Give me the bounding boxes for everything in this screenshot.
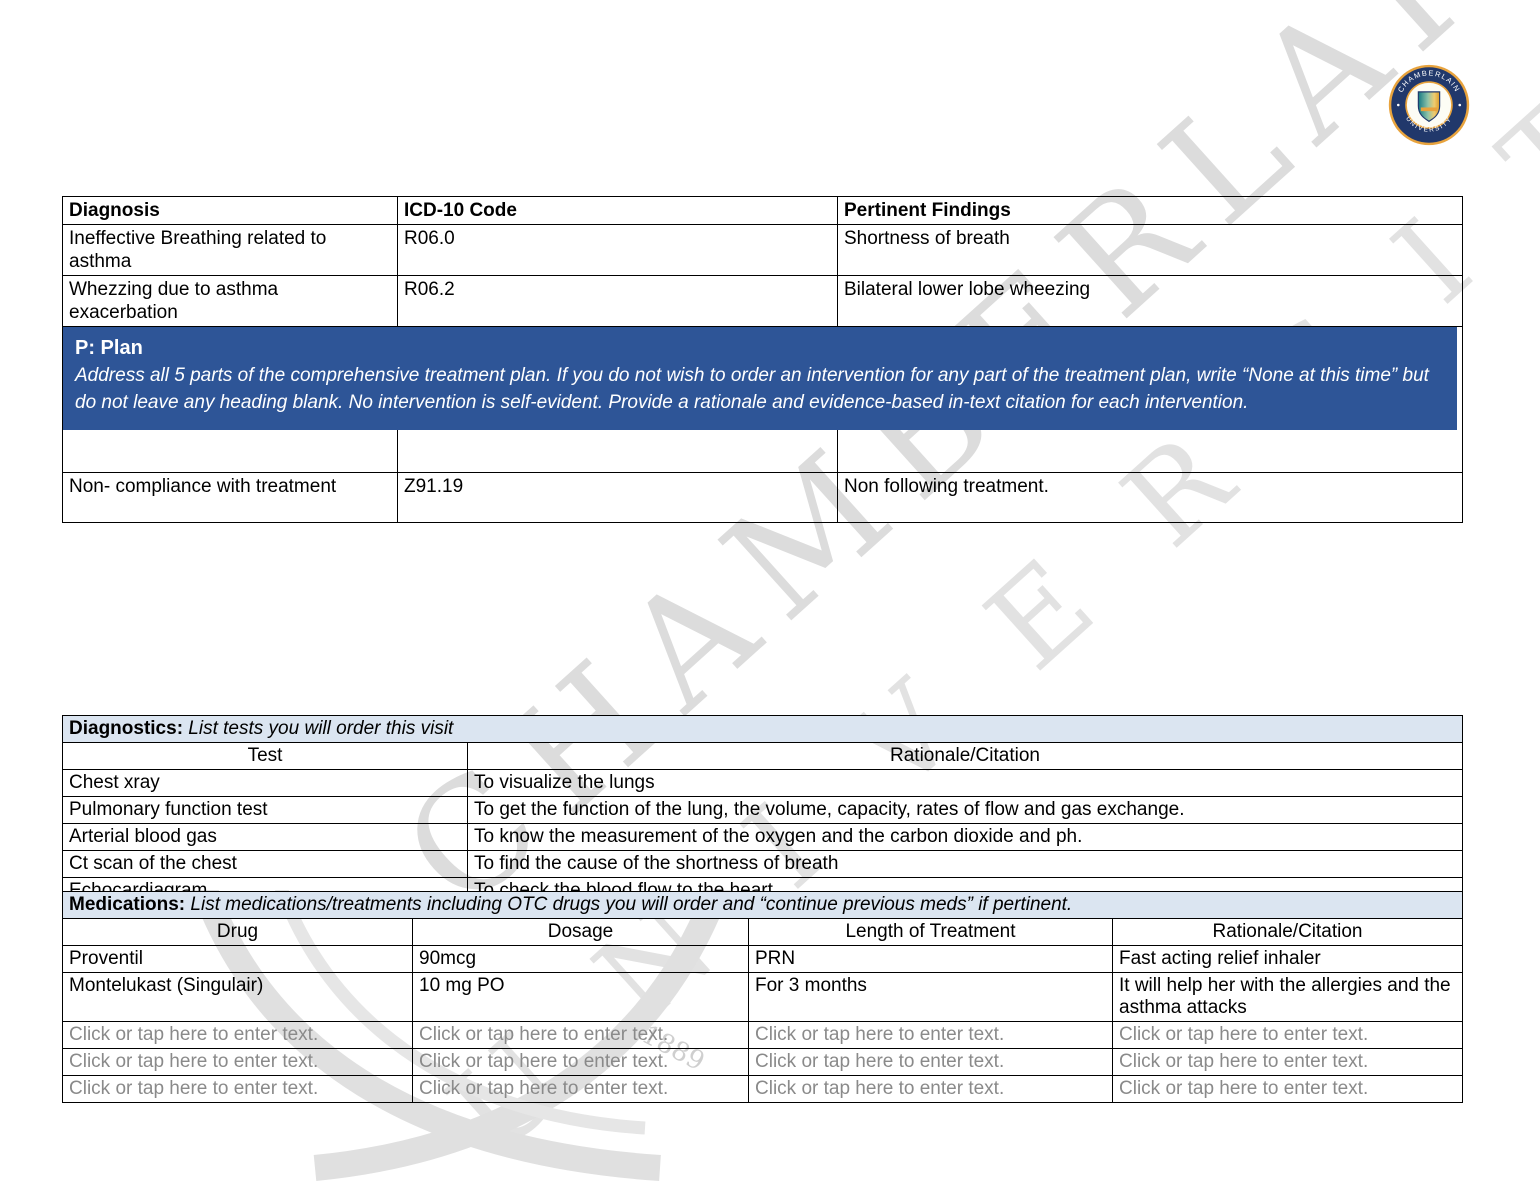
empty-text-field[interactable]: Click or tap here to enter text. bbox=[412, 1048, 749, 1076]
icd10-cell: Z91.19 bbox=[397, 472, 838, 523]
empty-text-field[interactable]: Click or tap here to enter text. bbox=[1111, 1048, 1464, 1076]
rationale-cell: Fast acting relief inhaler bbox=[1111, 945, 1464, 973]
medications-column-header-row: Drug Dosage Length of Treatment Rational… bbox=[62, 918, 1464, 946]
dosage-cell: 90mcg bbox=[412, 945, 749, 973]
empty-text-field[interactable]: Click or tap here to enter text. bbox=[62, 1075, 413, 1103]
table-row: Pulmonary function test To get the funct… bbox=[62, 796, 1463, 824]
empty-text-field[interactable]: Click or tap here to enter text. bbox=[1111, 1021, 1464, 1049]
table-row: Chest xray To visualize the lungs bbox=[62, 769, 1463, 797]
drug-cell: Montelukast (Singulair) bbox=[62, 972, 413, 1022]
diagnosis-cell: Non- compliance with treatment bbox=[62, 472, 398, 523]
icd10-column-header: ICD-10 Code bbox=[397, 196, 838, 225]
empty-text-field[interactable]: Click or tap here to enter text. bbox=[412, 1075, 749, 1103]
table-row: Montelukast (Singulair) 10 mg PO For 3 m… bbox=[62, 972, 1464, 1022]
table-row bbox=[62, 430, 1463, 473]
diagnostics-column-header-row: Test Rationale/Citation bbox=[62, 742, 1463, 770]
length-of-treatment-column-header: Length of Treatment bbox=[748, 918, 1113, 946]
empty-text-field[interactable]: Click or tap here to enter text. bbox=[412, 1021, 749, 1049]
test-cell: Ct scan of the chest bbox=[62, 850, 468, 878]
diagnosis-cell: Ineffective Breathing related to asthma bbox=[62, 224, 398, 276]
diagnosis-table-header-row: Diagnosis ICD-10 Code Pertinent Findings bbox=[62, 196, 1463, 225]
rationale-cell: To find the cause of the shortness of br… bbox=[467, 850, 1463, 878]
empty-text-field[interactable]: Click or tap here to enter text. bbox=[62, 1021, 413, 1049]
icd10-cell: R06.0 bbox=[397, 224, 838, 276]
empty-text-field[interactable]: Click or tap here to enter text. bbox=[748, 1048, 1113, 1076]
diagnostics-section-header: Diagnostics: List tests you will order t… bbox=[62, 715, 1463, 743]
university-seal-icon: CHAMBERLAIN UNIVERSITY bbox=[1388, 64, 1470, 146]
chamberlain-university-logo: CHAMBERLAIN UNIVERSITY bbox=[1388, 64, 1470, 151]
length-cell: For 3 months bbox=[748, 972, 1113, 1022]
test-cell: Chest xray bbox=[62, 769, 468, 797]
diagnostics-section-title: Diagnostics: bbox=[69, 718, 184, 739]
dosage-column-header: Dosage bbox=[412, 918, 749, 946]
drug-column-header: Drug bbox=[62, 918, 413, 946]
empty-input-cell[interactable] bbox=[837, 430, 1463, 473]
diagnostics-section-header-row: Diagnostics: List tests you will order t… bbox=[62, 715, 1463, 743]
test-cell: Pulmonary function test bbox=[62, 796, 468, 824]
diagnosis-column-header: Diagnosis bbox=[62, 196, 398, 225]
table-row: Click or tap here to enter text. Click o… bbox=[62, 1048, 1464, 1076]
rationale-cell: To know the measurement of the oxygen an… bbox=[467, 823, 1463, 851]
findings-cell: Shortness of breath bbox=[837, 224, 1463, 276]
empty-input-cell[interactable] bbox=[397, 430, 838, 473]
table-row: Click or tap here to enter text. Click o… bbox=[62, 1021, 1464, 1049]
table-row: Proventil 90mcg PRN Fast acting relief i… bbox=[62, 945, 1464, 973]
test-column-header: Test bbox=[62, 742, 468, 770]
diagnostics-section-subtitle: List tests you will order this visit bbox=[183, 718, 454, 739]
diagnosis-cell: Whezzing due to asthma exacerbation bbox=[62, 275, 398, 327]
rationale-column-header: Rationale/Citation bbox=[467, 742, 1463, 770]
table-row: Click or tap here to enter text. Click o… bbox=[62, 1075, 1464, 1103]
pertinent-findings-column-header: Pertinent Findings bbox=[837, 196, 1463, 225]
test-cell: Arterial blood gas bbox=[62, 823, 468, 851]
empty-text-field[interactable]: Click or tap here to enter text. bbox=[62, 1048, 413, 1076]
medications-table: Medications: List medications/treatments… bbox=[61, 891, 1464, 1103]
empty-text-field[interactable]: Click or tap here to enter text. bbox=[748, 1021, 1113, 1049]
rationale-cell: To get the function of the lung, the vol… bbox=[467, 796, 1463, 824]
plan-title: P: Plan bbox=[75, 337, 143, 359]
table-row: Ineffective Breathing related to asthma … bbox=[62, 224, 1463, 276]
diagnostics-table: Diagnostics: List tests you will order t… bbox=[62, 715, 1463, 905]
medications-section-title: Medications: bbox=[69, 894, 186, 915]
dosage-cell: 10 mg PO bbox=[412, 972, 749, 1022]
icd10-cell: R06.2 bbox=[397, 275, 838, 327]
table-row: Arterial blood gas To know the measureme… bbox=[62, 823, 1463, 851]
medications-section-subtitle: List medications/treatments including OT… bbox=[185, 894, 1073, 915]
plan-description: Address all 5 parts of the comprehensive… bbox=[75, 365, 1429, 413]
findings-cell: Bilateral lower lobe wheezing bbox=[837, 275, 1463, 327]
table-row: Ct scan of the chest To find the cause o… bbox=[62, 850, 1463, 878]
rationale-cell: It will help her with the allergies and … bbox=[1111, 972, 1464, 1022]
rationale-column-header: Rationale/Citation bbox=[1111, 918, 1464, 946]
length-cell: PRN bbox=[748, 945, 1113, 973]
table-row: Whezzing due to asthma exacerbation R06.… bbox=[62, 275, 1463, 327]
drug-cell: Proventil bbox=[62, 945, 413, 973]
rationale-cell: To visualize the lungs bbox=[467, 769, 1463, 797]
plan-banner-row: P: Plan Address all 5 parts of the compr… bbox=[62, 326, 1463, 430]
findings-cell: Non following treatment. bbox=[837, 472, 1463, 523]
medications-section-header: Medications: List medications/treatments… bbox=[61, 891, 1464, 919]
medications-section-header-row: Medications: List medications/treatments… bbox=[61, 891, 1464, 919]
plan-banner: P: Plan Address all 5 parts of the compr… bbox=[62, 326, 1463, 430]
table-row: Non- compliance with treatment Z91.19 No… bbox=[62, 472, 1463, 523]
empty-text-field[interactable]: Click or tap here to enter text. bbox=[748, 1075, 1113, 1103]
empty-input-cell[interactable] bbox=[62, 430, 398, 473]
diagnosis-table: Diagnosis ICD-10 Code Pertinent Findings… bbox=[62, 196, 1463, 523]
empty-text-field[interactable]: Click or tap here to enter text. bbox=[1111, 1075, 1464, 1103]
